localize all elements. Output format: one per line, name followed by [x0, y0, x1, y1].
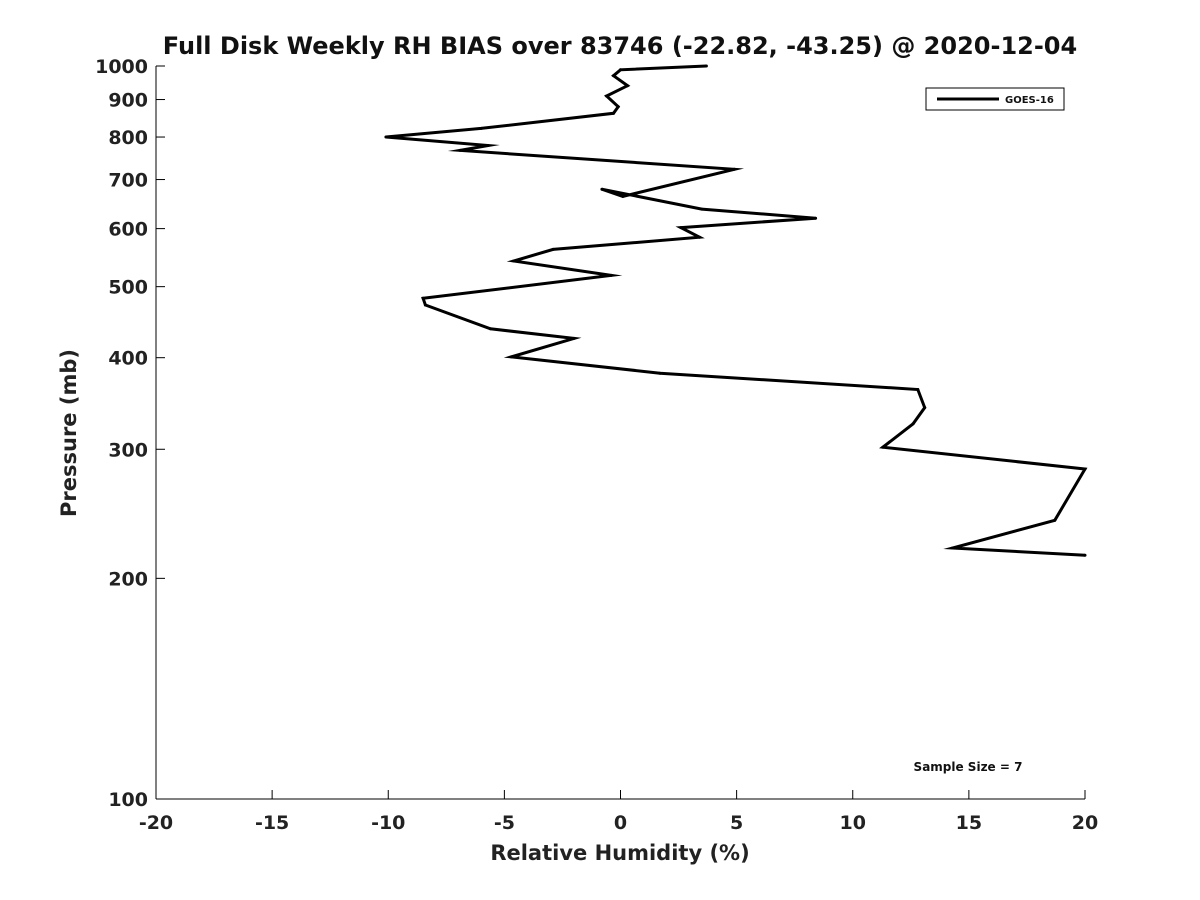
y-tick-label: 900: [108, 90, 148, 112]
data-point: [572, 336, 576, 340]
data-point: [916, 388, 920, 391]
data-point: [458, 148, 462, 152]
data-point: [616, 105, 620, 109]
legend-entry-goes-16: GOES-16: [1005, 95, 1054, 106]
y-tick-label: 1000: [95, 56, 148, 78]
data-point: [1083, 553, 1087, 557]
data-point: [1053, 518, 1057, 522]
data-point: [814, 216, 818, 220]
data-point: [612, 111, 615, 115]
data-point: [486, 144, 490, 147]
data-point: [911, 422, 915, 426]
x-tick-label: 10: [840, 812, 866, 834]
data-point: [612, 74, 615, 78]
data-point: [512, 259, 516, 263]
data-point: [488, 327, 492, 331]
y-axis-label: Pressure (mb): [57, 349, 81, 517]
data-point: [704, 64, 708, 68]
x-tick-label: 0: [614, 812, 627, 834]
series-points: [384, 64, 1087, 557]
y-tick-label: 600: [108, 219, 148, 241]
y-tick-label: 100: [108, 789, 148, 811]
data-point: [421, 296, 425, 300]
x-tick-label: -10: [371, 812, 405, 834]
y-tick-label: 800: [108, 127, 148, 149]
sample-size-annotation: Sample Size = 7: [914, 760, 1023, 774]
y-tick-label: 700: [108, 170, 148, 192]
data-point: [698, 235, 701, 239]
x-ticks: -20 -15 -10 -5 0 5 10 15 20: [139, 790, 1098, 834]
legend: GOES-16: [925, 87, 1065, 111]
data-point: [700, 207, 704, 211]
data-point: [605, 94, 609, 98]
x-tick-label: -15: [255, 812, 289, 834]
data-point: [609, 273, 613, 277]
data-point: [923, 406, 927, 410]
data-point: [1083, 467, 1087, 471]
series-line-goes-16: [385, 64, 1088, 557]
axes: [155, 66, 1085, 800]
data-point: [658, 371, 662, 375]
y-tick-label: 400: [108, 348, 148, 370]
data-point: [551, 247, 555, 251]
x-tick-label: 5: [730, 812, 743, 834]
x-tick-label: -20: [139, 812, 173, 834]
data-point: [619, 68, 622, 72]
data-point: [951, 546, 955, 550]
data-point: [621, 194, 625, 198]
data-point: [600, 187, 604, 191]
data-point: [626, 84, 629, 88]
data-point: [384, 135, 388, 139]
data-point: [509, 355, 513, 359]
x-tick-label: -5: [494, 812, 515, 834]
data-point: [423, 303, 427, 307]
y-tick-label: 200: [108, 568, 148, 590]
x-axis-label: Relative Humidity (%): [490, 841, 749, 865]
x-tick-label: 20: [1072, 812, 1098, 834]
data-point: [732, 167, 736, 171]
x-tick-label: 15: [956, 812, 982, 834]
y-ticks: 100 200 300 400 500 600 700 800 900 1000: [95, 56, 165, 811]
chart-title: Full Disk Weekly RH BIAS over 83746 (-22…: [163, 32, 1077, 60]
data-point: [881, 445, 885, 449]
data-point: [479, 126, 483, 130]
y-tick-label: 500: [108, 277, 148, 299]
data-point: [679, 226, 683, 230]
y-tick-label: 300: [108, 439, 148, 461]
